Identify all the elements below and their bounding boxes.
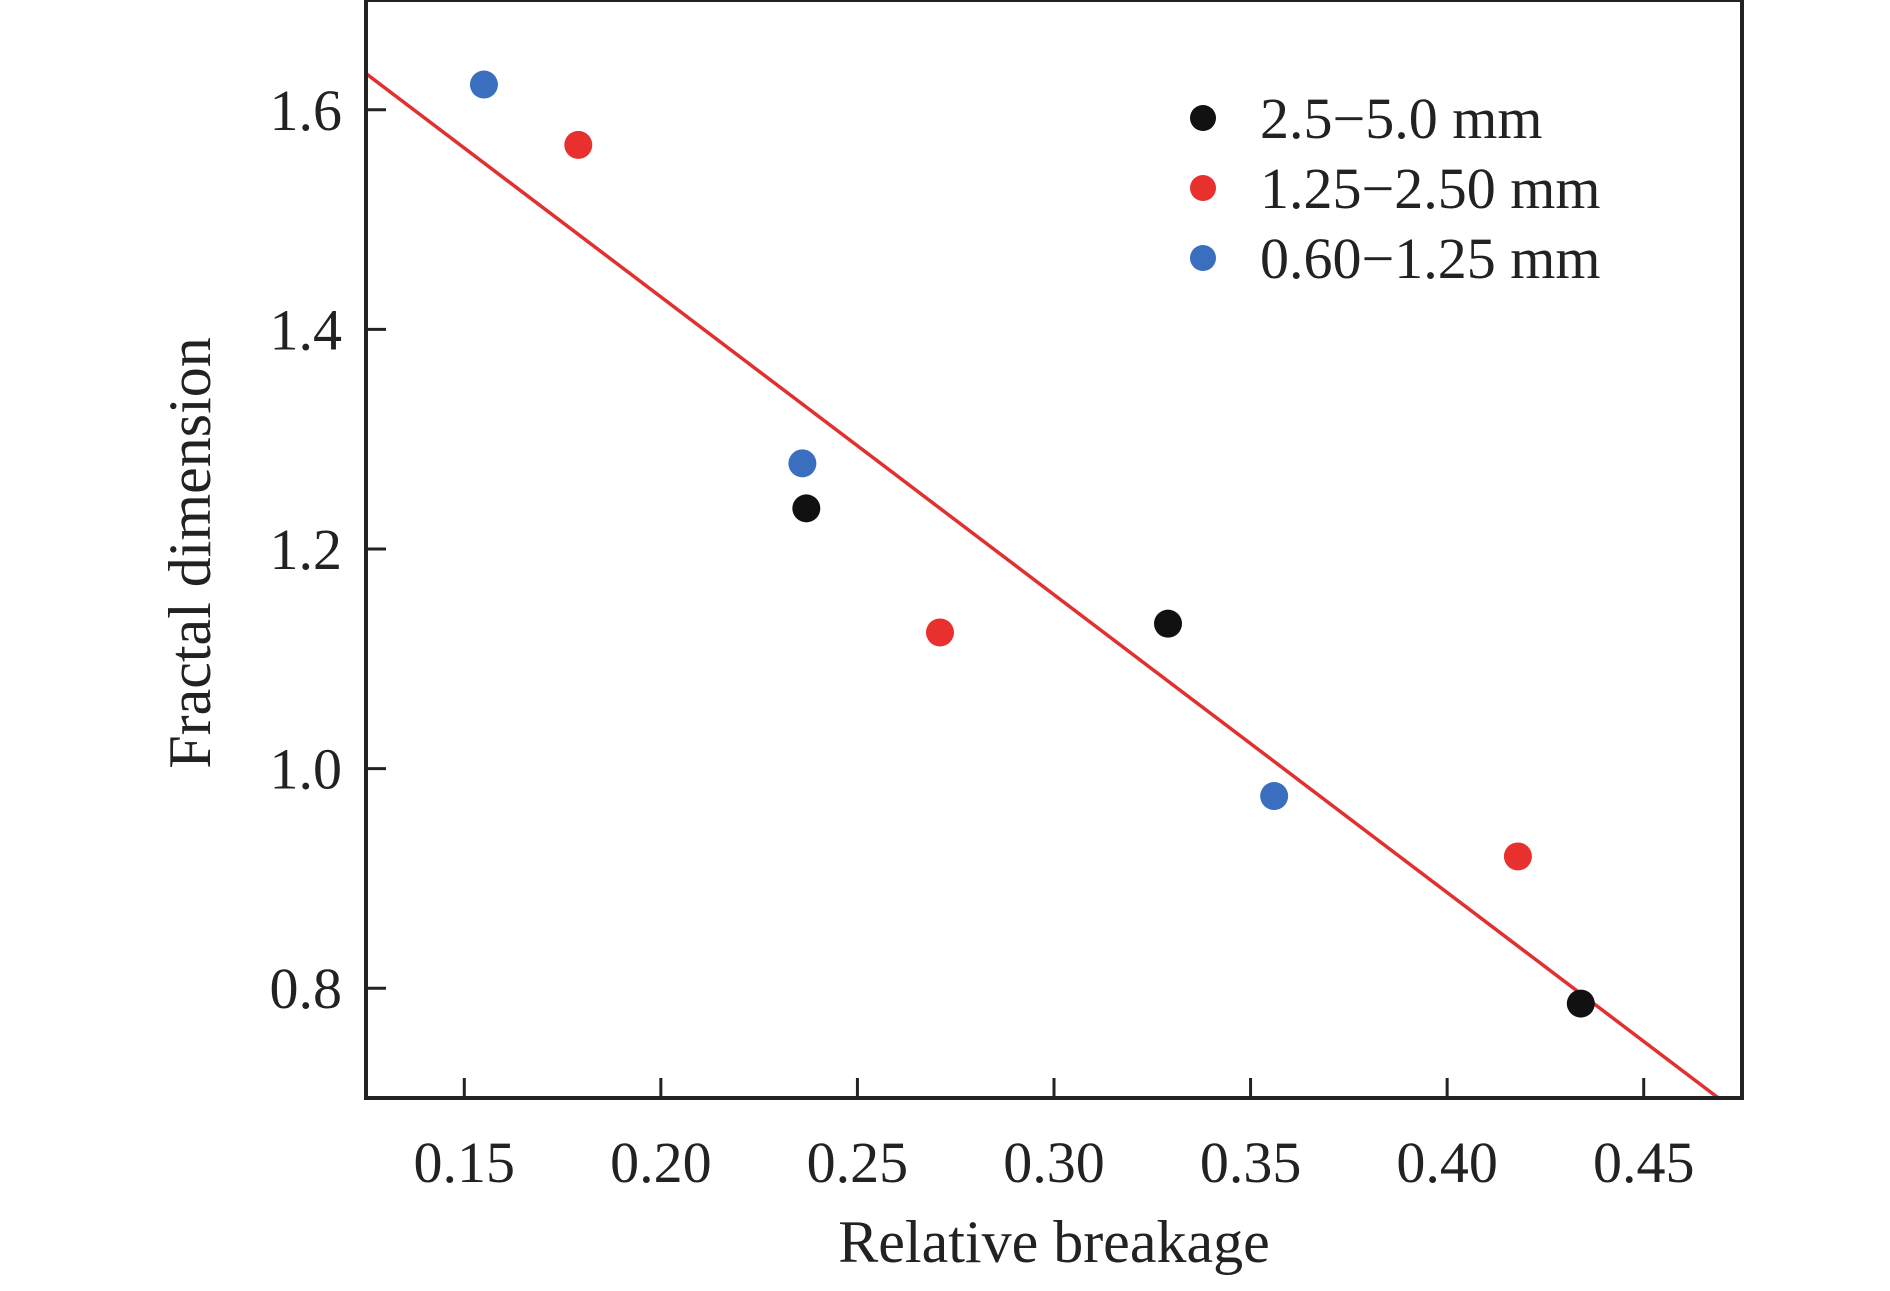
legend-label: 2.5−5.0 mm: [1260, 86, 1542, 151]
legend: 2.5−5.0 mm1.25−2.50 mm0.60−1.25 mm: [1190, 86, 1600, 291]
y-tick-label: 1.4: [270, 297, 343, 362]
data-point: [788, 449, 817, 478]
data-point: [792, 494, 821, 523]
data-point: [564, 130, 593, 159]
tick-labels: 0.15 0.20 0.25 0.30 0.35 0.40 0.45 0.8 1.0 1.2 1.4…: [270, 78, 1695, 1195]
data-point: [925, 618, 954, 647]
data-point: [1260, 782, 1289, 811]
legend-marker: [1190, 175, 1216, 201]
x-tick-label: 0.45: [1593, 1130, 1695, 1195]
y-tick-label: 0.8: [270, 956, 343, 1021]
data-point: [469, 70, 498, 99]
x-tick-label: 0.15: [414, 1130, 516, 1195]
x-axis-label: Relative breakage: [838, 1209, 1269, 1275]
plot-frame: [364, 0, 1744, 1100]
data-point: [1154, 609, 1183, 638]
fit-line-group: [364, 72, 1720, 1100]
x-tick-label: 0.20: [610, 1130, 712, 1195]
legend-marker: [1190, 245, 1216, 271]
x-tick-label: 0.30: [1003, 1130, 1105, 1195]
legend-label: 1.25−2.50 mm: [1260, 156, 1600, 221]
x-tick-label: 0.35: [1200, 1130, 1302, 1195]
y-tick-label: 1.6: [270, 78, 343, 143]
axis-ticks: [366, 108, 1646, 1098]
data-point: [1566, 989, 1595, 1018]
y-tick-label: 1.2: [270, 517, 343, 582]
y-tick-label: 1.0: [270, 737, 343, 802]
y-axis-label: Fractal dimension: [157, 337, 223, 769]
data-points: [469, 70, 1595, 1018]
x-tick-label: 0.40: [1396, 1130, 1498, 1195]
legend-marker: [1190, 105, 1216, 131]
fit-line: [364, 72, 1720, 1100]
data-point: [1503, 842, 1532, 871]
x-tick-label: 0.25: [807, 1130, 909, 1195]
legend-label: 0.60−1.25 mm: [1260, 226, 1600, 291]
